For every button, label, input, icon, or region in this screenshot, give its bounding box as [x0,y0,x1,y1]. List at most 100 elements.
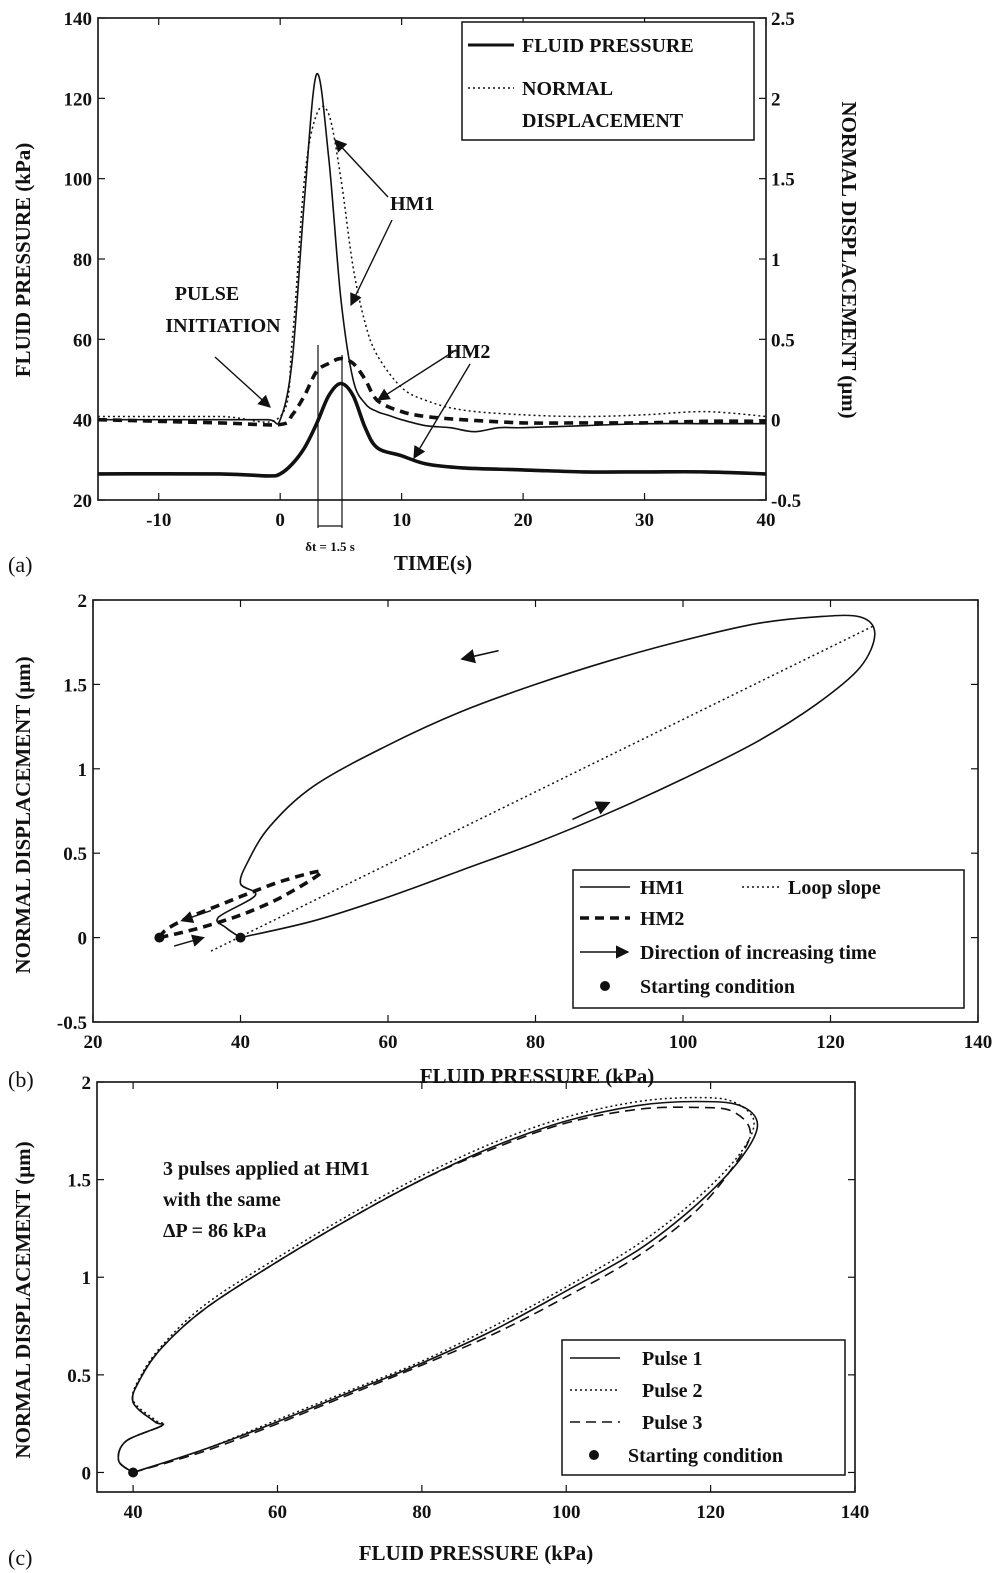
panel-a-legend-normal: NORMAL [522,78,613,100]
x-tick-label: 100 [669,1032,698,1053]
panel-a-y2label: NORMAL DISPLACEMENT (μm) [837,101,861,418]
panel-c-series-2 [117,1106,752,1474]
panel-b-direction-arrow-hm2-out [173,934,205,947]
x-tick-label: 100 [552,1502,581,1523]
x-tick-label: 0 [275,510,285,531]
arrow-hm2-pressure [413,363,471,460]
x-tick-label: 30 [635,510,654,531]
x-tick-label: 20 [84,1032,103,1053]
annot-delta-t: δt = 1.5 s [305,539,355,554]
panel-b-legend-hm2: HM2 [640,908,684,930]
y-tick-label: 0 [78,929,88,950]
panel-c-series-1 [117,1096,755,1474]
x-tick-label: -10 [146,510,171,531]
panel-b-direction-arrow-hm2-return [180,909,212,923]
panel-b-direction-arrow-1 [460,649,499,664]
x-tick-label: 40 [124,1502,143,1523]
x-tick-label: 20 [514,510,533,531]
y2-tick-label: 2 [771,89,781,110]
y-tick-label: 40 [73,411,92,432]
panel-b-legend-direction: Direction of increasing time [640,942,877,964]
panel-a-series-2 [97,381,767,478]
y2-tick-label: 2.5 [771,9,795,30]
y-tick-label: 1.5 [67,1171,91,1192]
panel-c-xlabel: FLUID PRESSURE (kPa) [359,1541,594,1565]
panel-c-annotation-line-2: with the same [163,1189,281,1211]
panel-c-series [117,1096,759,1478]
y2-tick-label: 1.5 [771,170,795,191]
panel-a-legend-box [461,21,755,141]
panel-b-legend: HM1 Loop slope HM2 Direction of increasi… [572,869,965,1009]
panel-b-start-point-0 [235,932,246,943]
panel-c-legend-swatch-start [589,1450,599,1460]
panel-b-legend-slope: Loop slope [788,877,881,899]
panel-a-series [97,73,767,478]
x-tick-label: 80 [412,1502,431,1523]
panel-a-legend-displacement: DISPLACEMENT [522,110,684,132]
panel-b-label: (b) [8,1067,34,1092]
y2-tick-label: 0.5 [771,330,795,351]
panel-a-series-3 [97,356,767,427]
y-tick-label: 0.5 [63,844,87,865]
panel-a-axes: -10 0 10 20 30 40 20 40 60 80 100 120 140 -0.5 0 0.5 1 1.… [64,9,802,531]
panel-a-xlabel: TIME(s) [394,551,472,575]
panel-b-series [154,614,876,952]
panel-b-legend-box [572,869,965,1009]
panel-b-start-point-1 [154,932,165,943]
y2-tick-label: -0.5 [771,491,801,512]
panel-c-annotation-line-3: ΔP = 86 kPa [163,1220,266,1242]
panel-c-label: (c) [8,1545,32,1570]
y2-tick-label: 1 [771,250,781,271]
arrow-hm2-displacement [376,349,457,401]
panel-b-xlabel: FLUID PRESSURE (kPa) [420,1064,655,1088]
panel-a-ylabel: FLUID PRESSURE (kPa) [11,143,35,378]
y-tick-label: 1 [78,760,88,781]
y-tick-label: 100 [64,170,93,191]
plot-frame [96,1081,856,1493]
panel-c-annotation-line-1: 3 pulses applied at HM1 [163,1158,370,1180]
panel-c-ylabel: NORMAL DISPLACEMENT (μm) [11,1141,35,1458]
y-tick-label: 20 [73,491,92,512]
x-tick-label: 120 [816,1032,845,1053]
arrow-hm1-pressure [334,139,389,198]
y-tick-label: 2 [82,1073,92,1094]
panel-b-ylabel: NORMAL DISPLACEMENT (μm) [11,656,35,973]
panel-c-legend-start: Starting condition [628,1445,783,1467]
panel-c-legend-pulse1: Pulse 1 [642,1348,703,1370]
y2-tick-label: 0 [771,411,781,432]
x-tick-label: 40 [757,510,776,531]
panel-c-axes: 40 60 80 100 120 140 0 0.5 1 1.5 2 [67,1073,869,1523]
annot-hm2: HM2 [446,341,490,363]
y-tick-label: 80 [73,250,92,271]
panel-a-legend: FLUID PRESSURE NORMAL DISPLACEMENT [461,21,755,141]
panel-c-legend-pulse2: Pulse 2 [642,1380,703,1402]
x-tick-label: 10 [392,510,411,531]
panel-c-chart: (c) FLUID PRESSURE (kPa) NORMAL DISPLACE… [8,1073,869,1570]
annot-hm1: HM1 [390,193,434,215]
panel-a-series-0 [98,73,766,433]
y-tick-label: -0.5 [57,1013,87,1034]
arrow-hm1-displacement [350,219,393,307]
panel-b-legend-start: Starting condition [640,976,795,998]
x-tick-label: 140 [841,1502,870,1523]
arrow-pulse-initiation [214,356,271,408]
panel-a-label: (a) [8,552,32,577]
y-tick-label: 1 [82,1268,92,1289]
x-tick-label: 80 [526,1032,545,1053]
y-tick-label: 60 [73,330,92,351]
panel-c-legend-pulse3: Pulse 3 [642,1412,703,1434]
panel-a-chart: (a) TIME(s) FLUID PRESSURE (kPa) NORMAL … [8,9,861,577]
y-tick-label: 1.5 [63,675,87,696]
annot-initiation: INITIATION [165,315,281,337]
x-tick-label: 140 [964,1032,993,1053]
x-tick-label: 60 [379,1032,398,1053]
x-tick-label: 60 [268,1502,287,1523]
panel-a-series-1 [97,105,767,423]
panel-b-series-1 [210,624,876,952]
panel-a-annotation-arrows [214,139,471,460]
panel-b-series-0 [216,614,876,939]
panel-b-legend-hm1: HM1 [640,877,684,899]
y-tick-label: 140 [64,9,93,30]
panel-b-direction-arrow-0 [572,801,611,821]
